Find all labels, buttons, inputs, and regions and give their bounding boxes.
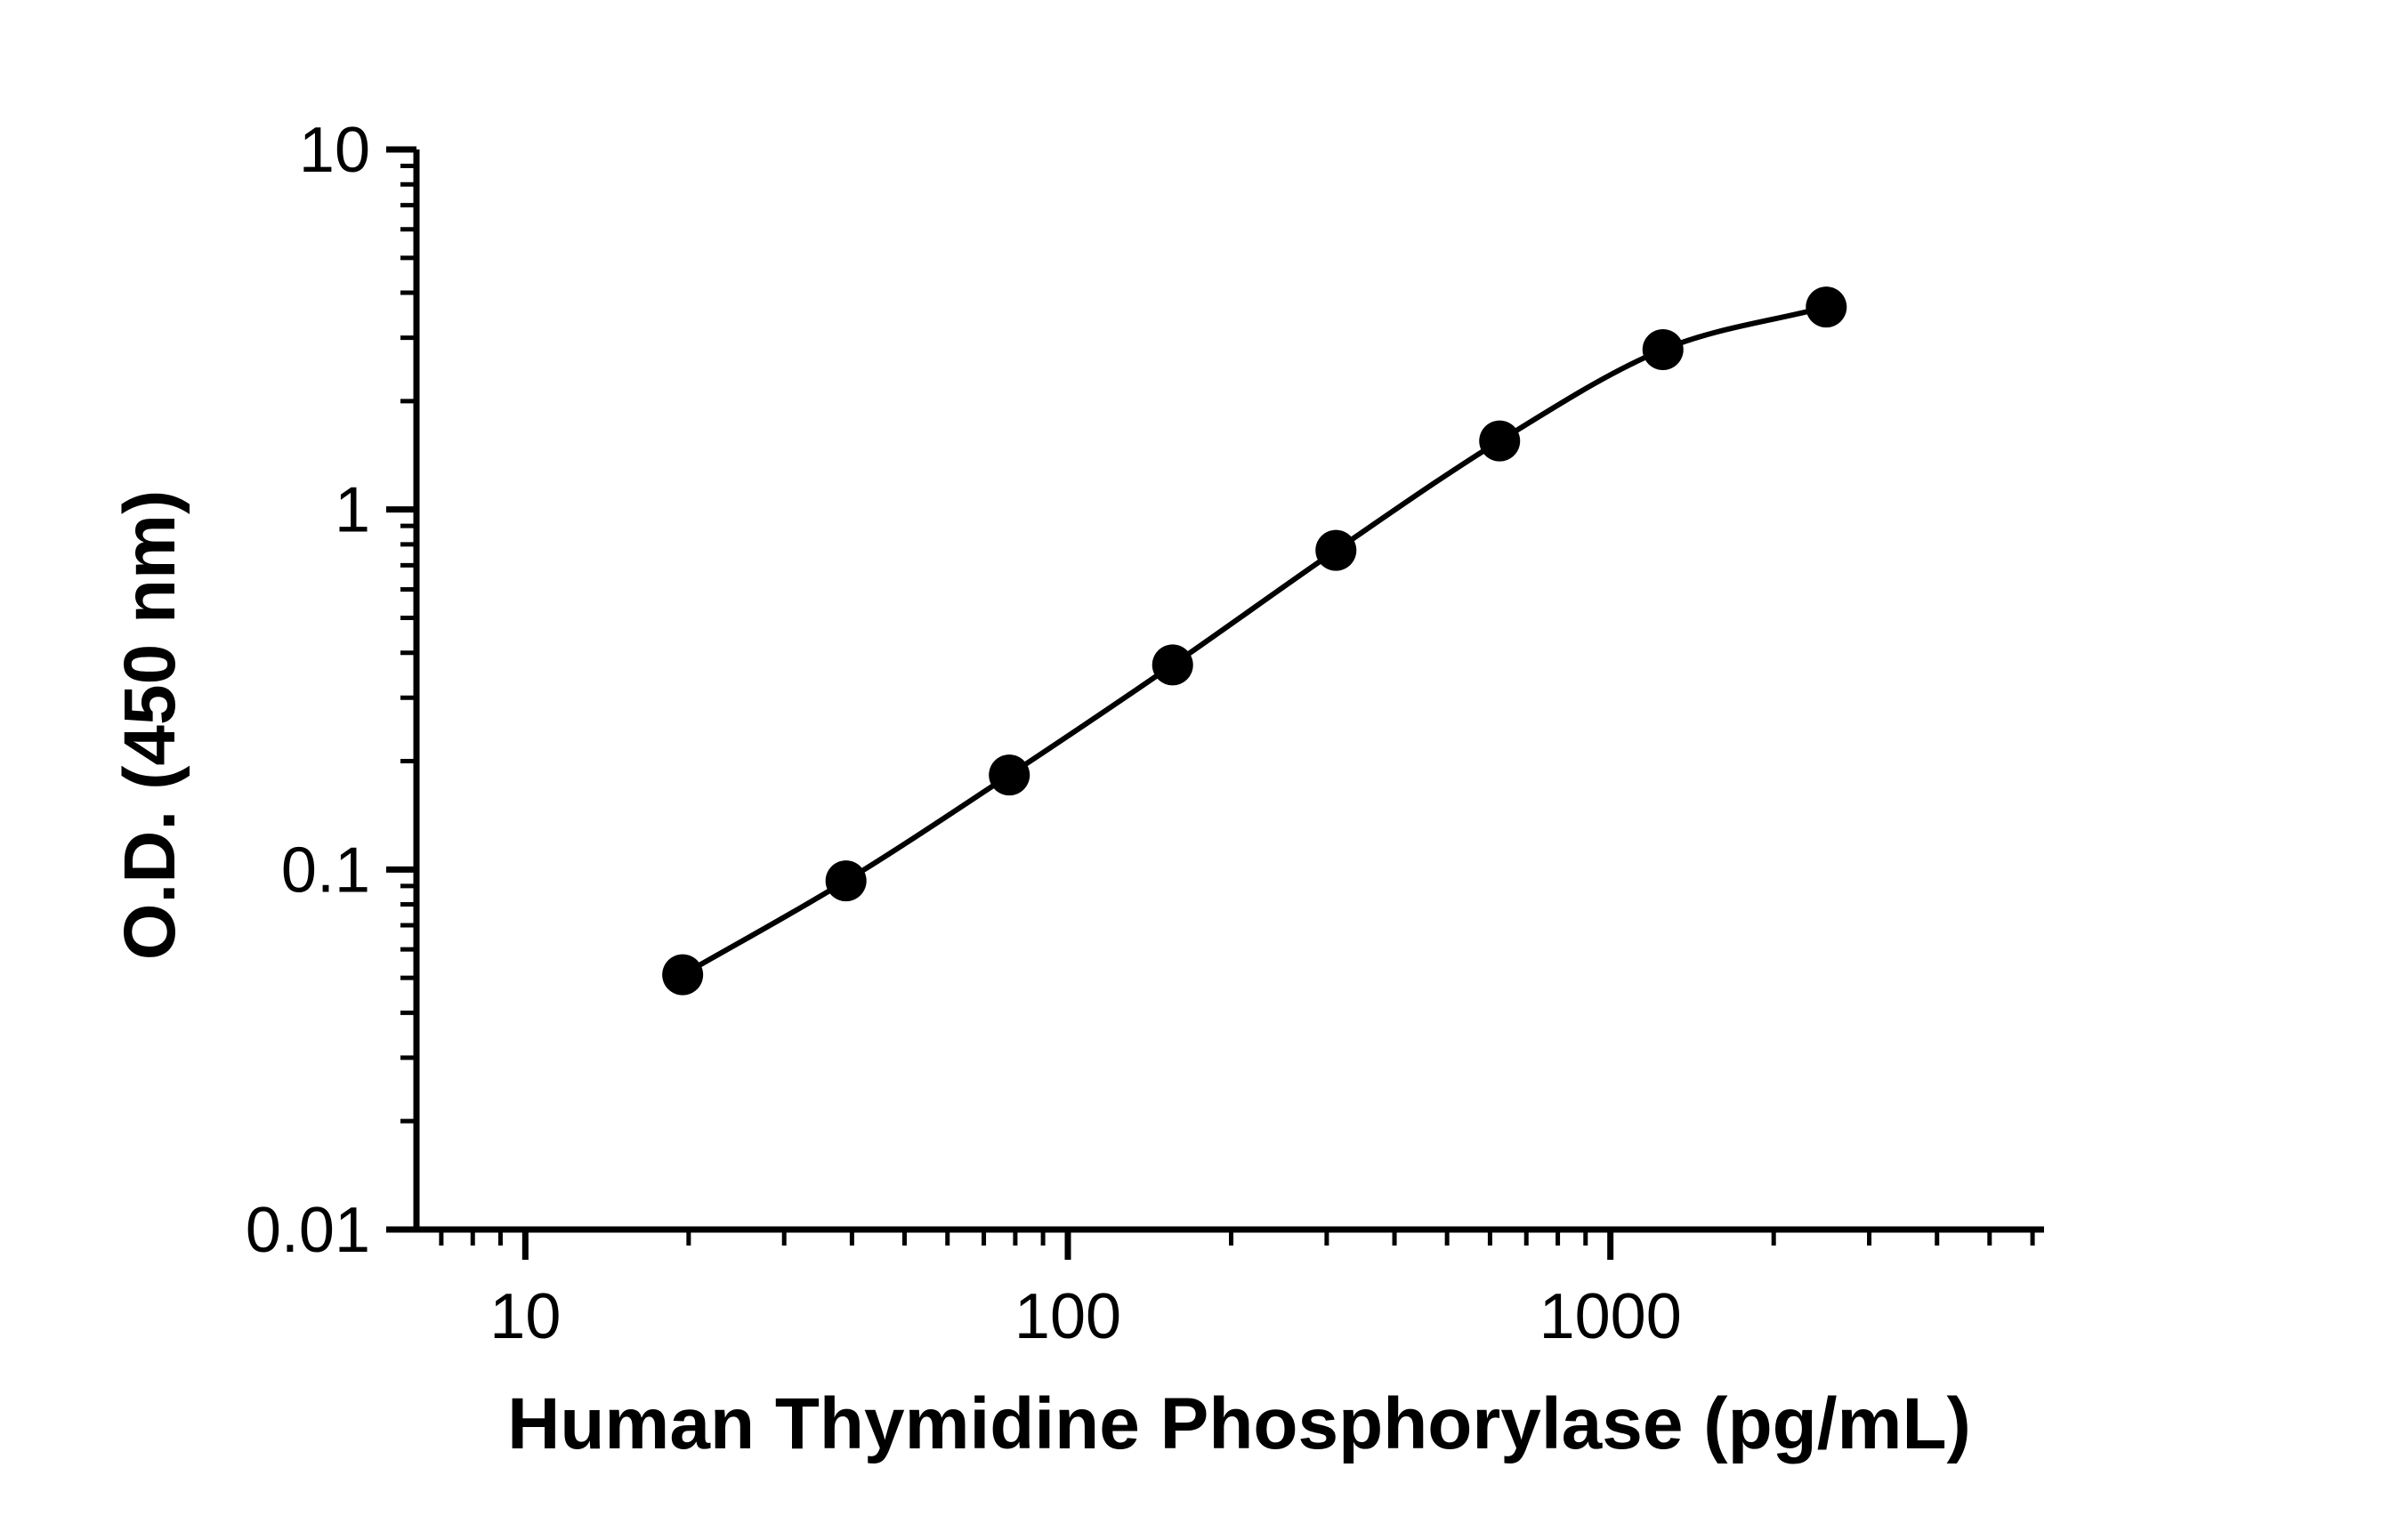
x-tick-label: 100 [1014,1281,1121,1352]
y-axis-title: O.D. (450 nm) [109,490,190,961]
data-point [989,754,1030,796]
data-point [1315,529,1357,571]
y-tick-label: 0.1 [281,835,370,906]
data-point [825,860,867,902]
fit-curve [681,304,1828,978]
data-point [662,954,704,996]
data-points [662,286,1847,996]
y-tick-label: 1 [335,475,370,546]
data-point [1806,286,1847,328]
data-point [1479,420,1521,462]
x-axis-title: Human Thymidine Phosphorylase (pg/mL) [507,1383,1971,1464]
x-tick-label: 10 [489,1281,561,1352]
y-tick-label: 0.01 [246,1195,370,1266]
tick-marks [386,146,2035,1260]
data-point [1151,644,1193,686]
data-point [1642,328,1684,370]
y-tick-label: 10 [299,115,370,186]
x-tick-label: 1000 [1539,1281,1682,1352]
tick-labels: 0.01 0.1 1 10 10 100 1000 [246,115,1682,1352]
